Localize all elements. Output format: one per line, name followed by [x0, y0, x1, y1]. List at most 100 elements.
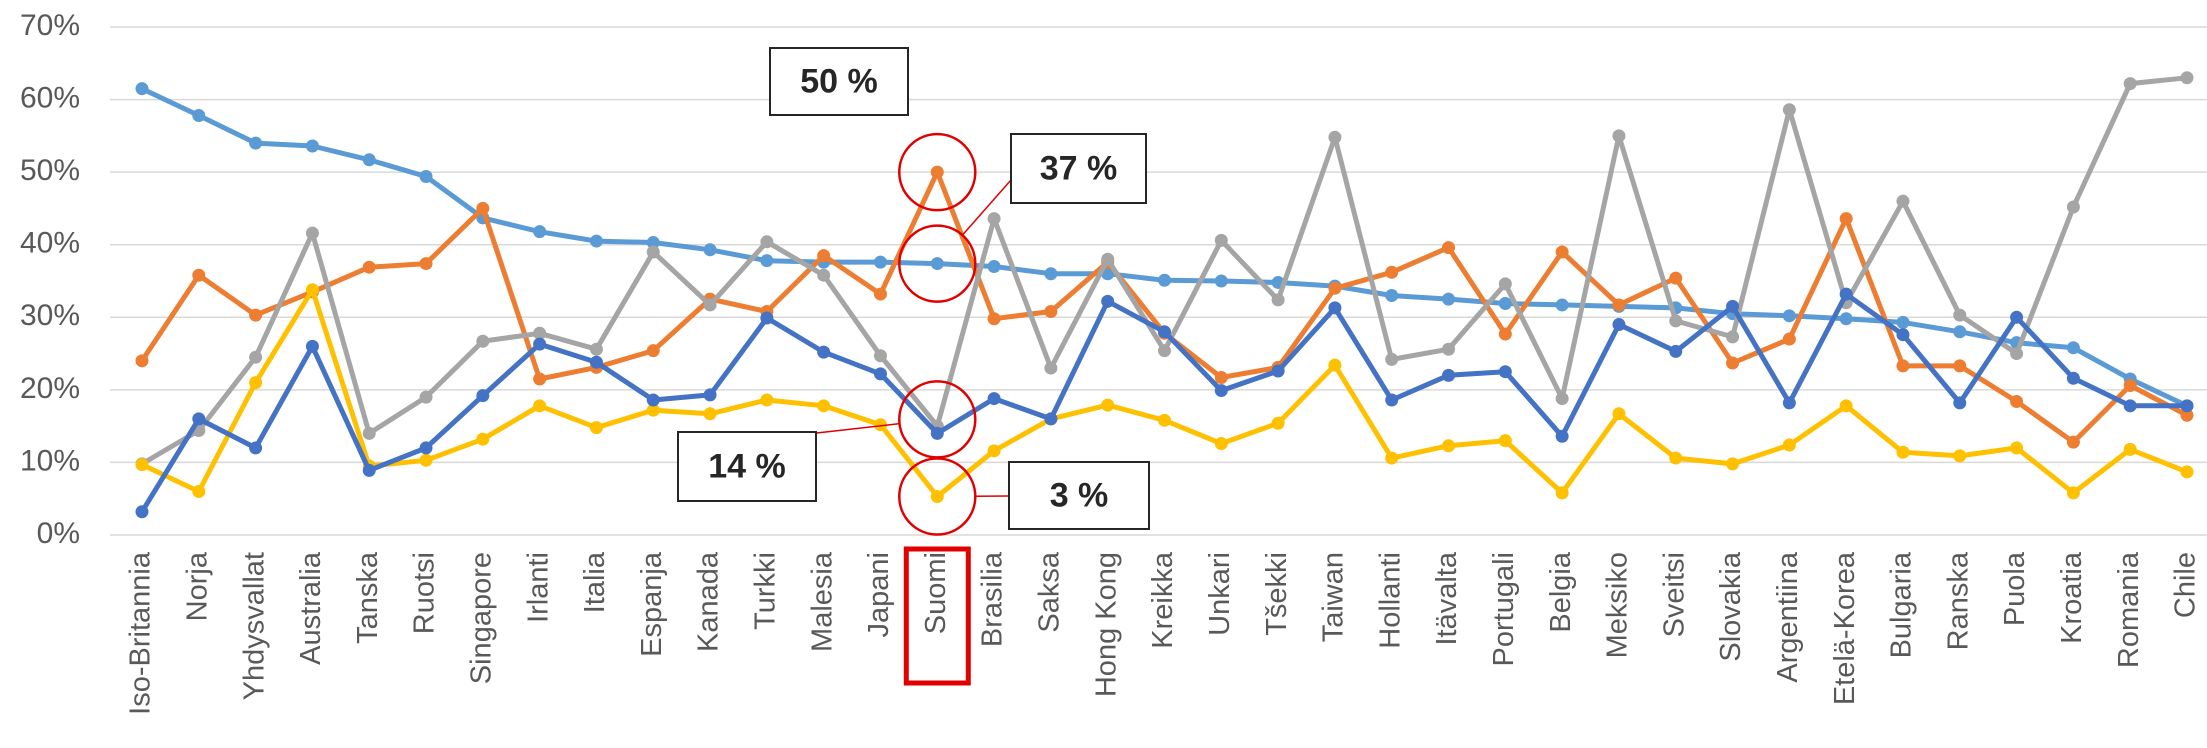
series-line — [140, 75, 2188, 467]
point — [476, 389, 490, 403]
point — [135, 505, 149, 519]
point — [1726, 356, 1740, 370]
callout-circle — [898, 457, 977, 536]
x-tick-label: Norja — [181, 551, 213, 621]
point — [1498, 434, 1512, 448]
point — [1669, 314, 1683, 328]
x-tick-label: Saksa — [1034, 551, 1066, 632]
x-tick-label: Yhdysvallat — [238, 552, 270, 700]
x-tick-label: Ranska — [1942, 551, 1974, 650]
point — [646, 344, 660, 358]
x-tick-label: Singapore — [465, 552, 497, 684]
point — [305, 283, 319, 297]
callout-line — [961, 179, 1012, 236]
point — [703, 407, 717, 421]
point — [1214, 233, 1228, 247]
y-tick-label: 60% — [20, 81, 80, 114]
x-tick-label: Iso-Britannia — [125, 551, 157, 715]
point — [1726, 457, 1740, 471]
y-tick-label: 30% — [20, 299, 80, 332]
point — [1896, 315, 1910, 329]
point — [1555, 429, 1569, 443]
point — [362, 153, 376, 167]
point — [1953, 396, 1967, 410]
point — [987, 312, 1001, 326]
point — [1328, 281, 1342, 295]
point — [1158, 413, 1171, 427]
point — [533, 337, 547, 351]
point — [1669, 344, 1683, 358]
point — [476, 334, 490, 348]
point — [1839, 212, 1853, 226]
point — [1271, 364, 1285, 378]
point — [760, 311, 774, 325]
point — [930, 426, 944, 440]
point — [589, 421, 603, 435]
point — [1555, 245, 1569, 259]
point — [646, 403, 660, 417]
point — [1498, 296, 1512, 310]
point — [476, 432, 490, 446]
x-tick-label: Taiwan — [1318, 552, 1350, 642]
x-tick-label: Malesia — [806, 551, 838, 652]
point — [1612, 318, 1626, 332]
point — [817, 268, 831, 282]
point — [1385, 289, 1399, 303]
point — [362, 426, 376, 440]
point — [2180, 399, 2194, 413]
point — [1953, 449, 1967, 463]
point — [1782, 396, 1796, 410]
point — [192, 268, 206, 282]
point — [1782, 309, 1796, 323]
point — [1896, 328, 1910, 342]
point — [192, 412, 206, 426]
point — [1044, 304, 1058, 318]
point — [249, 376, 263, 390]
point — [1498, 365, 1512, 379]
point — [1328, 130, 1342, 144]
point — [135, 354, 149, 368]
point — [987, 212, 1001, 226]
x-tick-label: Bulgaria — [1886, 551, 1918, 658]
point — [1896, 194, 1910, 208]
point — [305, 226, 319, 240]
point — [2180, 408, 2194, 422]
point — [1555, 392, 1569, 406]
point — [2123, 77, 2137, 91]
point — [1555, 298, 1569, 312]
point — [1669, 451, 1683, 465]
point — [1101, 294, 1115, 308]
point — [1839, 312, 1853, 326]
point — [930, 257, 944, 271]
point — [817, 249, 831, 263]
point — [1158, 344, 1171, 358]
callout-box — [769, 47, 909, 116]
point — [2066, 371, 2080, 385]
point — [817, 399, 831, 413]
point — [589, 355, 603, 369]
x-tick-label: Tanska — [352, 551, 384, 644]
point — [1442, 368, 1456, 382]
point — [419, 169, 433, 183]
point — [1101, 252, 1115, 266]
point — [476, 201, 490, 215]
point — [362, 463, 376, 477]
point — [987, 444, 1001, 458]
point — [1669, 271, 1683, 285]
point — [1385, 352, 1399, 366]
point — [135, 82, 149, 96]
x-tick-label: Meksiko — [1602, 552, 1634, 658]
point — [760, 254, 774, 268]
highlight-box — [903, 546, 971, 686]
point — [1328, 358, 1342, 372]
point — [1385, 393, 1399, 407]
point — [1896, 445, 1910, 459]
point — [760, 235, 774, 249]
point — [1214, 437, 1228, 451]
point — [419, 441, 433, 455]
point — [419, 453, 433, 467]
point — [1158, 273, 1171, 287]
point — [305, 139, 319, 153]
point — [1612, 298, 1626, 312]
series-line — [139, 169, 2189, 445]
